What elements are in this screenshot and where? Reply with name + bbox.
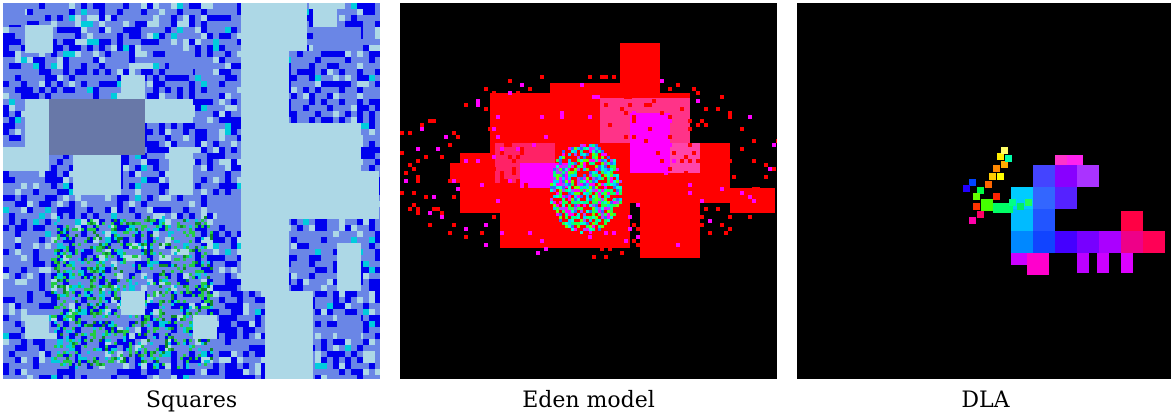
squares-caption: Squares [145,388,238,413]
dla-caption: DLA [961,388,1010,413]
eden-model-caption: Eden model [522,388,655,413]
squares-image [3,3,380,379]
squares-panel [3,3,380,379]
eden-model-image [400,3,777,379]
dla-panel [797,3,1171,379]
eden-model-panel [400,3,777,379]
dla-image [797,3,1171,379]
